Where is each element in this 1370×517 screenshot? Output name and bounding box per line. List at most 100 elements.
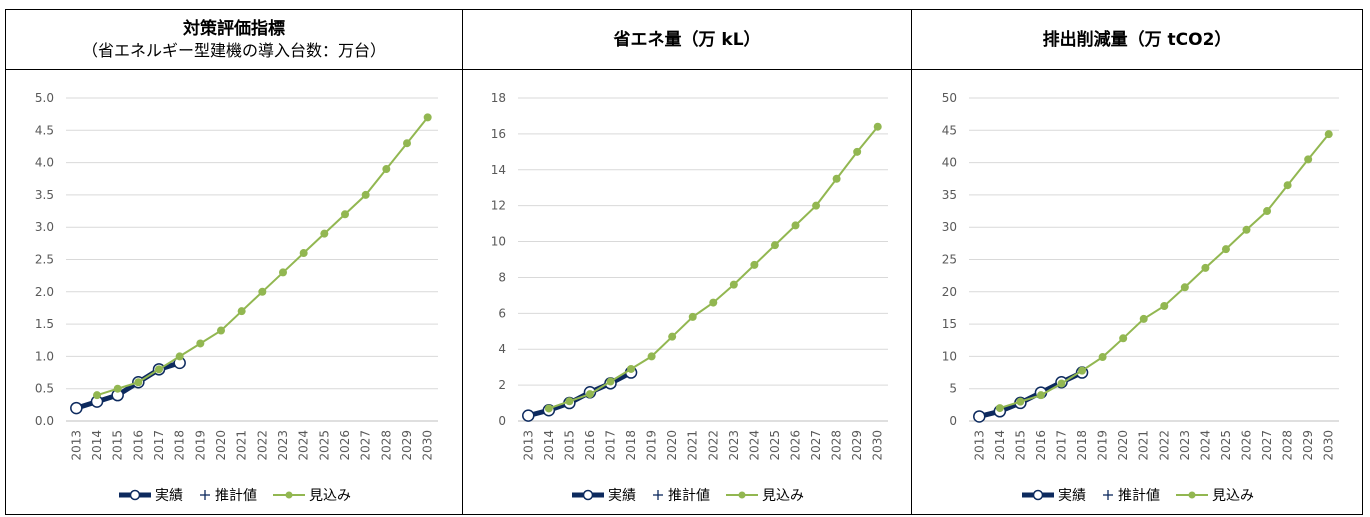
data-point-projected [1119, 334, 1128, 343]
chart-panel-units: 対策評価指標 （省エネルギー型建機の導入台数：万台） 0.0 0.5 1.0 1.5 2… [6, 10, 462, 514]
data-point-projected [279, 268, 287, 277]
y-tick-label: 5 [949, 382, 957, 396]
chart-title: 省エネ量（万 kL） [613, 29, 761, 50]
x-tick-label: 2028 [379, 430, 393, 461]
y-tick-label: 0 [949, 414, 957, 428]
x-tick-label: 2013 [69, 430, 83, 461]
x-tick-label: 2017 [1055, 430, 1069, 461]
x-tick-label: 2014 [90, 430, 104, 461]
legend-estimate-plus-icon [200, 490, 210, 500]
data-point-projected [299, 249, 308, 258]
data-point-projected [196, 339, 205, 348]
data-point-projected [668, 332, 677, 341]
legend-estimate-plus-icon [1103, 490, 1113, 500]
x-tick-label: 2025 [1219, 430, 1233, 461]
x-tick-label: 2018 [1075, 430, 1089, 461]
chart-legend: 実績 推計値 見込み [912, 482, 1362, 508]
x-tick-label: 2030 [1322, 430, 1336, 461]
chart-subtitle: （省エネルギー型建機の導入台数：万台） [81, 41, 386, 60]
legend-item-projected: 見込み [1174, 485, 1254, 505]
x-tick-label: 2030 [871, 430, 885, 461]
x-tick-label: 2021 [1137, 430, 1151, 461]
y-tick-label: 1.0 [35, 349, 54, 363]
series-line-projected [548, 126, 879, 410]
y-tick-label: 16 [491, 127, 506, 141]
x-tick-label: 2029 [400, 430, 414, 461]
x-tick-label: 2025 [317, 430, 331, 461]
legend-item-estimate: 推計値 [197, 485, 257, 505]
data-point-projected [565, 397, 574, 406]
x-tick-label: 2023 [727, 430, 741, 461]
data-point-projected [361, 190, 370, 199]
legend-item-estimate: 推計値 [650, 485, 710, 505]
data-point-projected [1221, 245, 1230, 254]
x-tick-label: 2030 [421, 430, 435, 461]
y-tick-label: 35 [942, 188, 957, 202]
data-point-actual [973, 410, 986, 423]
y-tick-label: 50 [942, 91, 957, 105]
legend-label-actual: 実績 [155, 488, 183, 504]
x-tick-label: 2020 [1116, 430, 1130, 461]
data-point-projected [155, 365, 163, 374]
y-tick-label: 4.0 [35, 156, 54, 170]
y-tick-label: 4 [498, 342, 506, 356]
data-point-projected [217, 326, 225, 335]
y-tick-label: 2.5 [35, 253, 54, 267]
x-tick-label: 2026 [338, 430, 352, 461]
x-tick-label: 2023 [276, 430, 290, 461]
x-tick-label: 2016 [131, 430, 145, 461]
data-point-projected [1263, 207, 1272, 216]
x-tick-label: 2026 [1240, 430, 1254, 461]
x-tick-label: 2023 [1178, 430, 1192, 461]
x-tick-label: 2028 [830, 430, 844, 461]
y-tick-label: 3.0 [35, 220, 54, 234]
data-point-projected [791, 221, 800, 230]
data-point-actual [522, 409, 535, 422]
chart-title: 排出削減量（万 tCO2） [1042, 29, 1232, 50]
y-tick-label: 0.5 [35, 382, 54, 396]
x-tick-label: 2021 [235, 430, 249, 461]
y-tick-label: 20 [942, 285, 957, 299]
data-point-projected [1098, 353, 1107, 362]
y-tick-label: 18 [491, 91, 506, 105]
x-tick-label: 2020 [214, 430, 228, 461]
x-tick-label: 2014 [993, 430, 1007, 461]
data-point-projected [1036, 391, 1045, 400]
x-tick-label: 2015 [562, 430, 576, 461]
data-point-projected [750, 260, 759, 269]
x-tick-label: 2027 [1260, 430, 1274, 461]
legend-item-projected: 見込み [271, 485, 351, 505]
data-point-projected [1201, 263, 1210, 272]
data-point-projected [585, 390, 594, 399]
data-point-projected [606, 377, 615, 386]
line-chart-energy-savings: 0 2 4 6 8 10 12 14 16 18 2013 2014 2015 2016 2017 2018 2… [491, 91, 888, 461]
x-tick-label: 2013 [972, 430, 986, 461]
x-tick-label: 2024 [747, 430, 761, 461]
chart-panel-emission-reduction: 排出削減量（万 tCO2） 0 5 10 15 20 25 30 35 40 45 50 2013 20… [911, 10, 1362, 514]
x-tick-label: 2027 [359, 430, 373, 461]
x-tick-label: 2015 [111, 430, 125, 461]
legend-label-estimate: 推計値 [668, 488, 710, 504]
y-tick-label: 8 [498, 270, 506, 284]
x-tick-label: 2019 [645, 430, 659, 461]
x-tick-label: 2025 [768, 430, 782, 461]
data-point-projected [1160, 302, 1169, 311]
data-point-projected [341, 210, 349, 219]
data-point-projected [1016, 397, 1025, 406]
data-point-projected [647, 352, 656, 361]
data-point-projected [382, 165, 391, 174]
chart-title: 対策評価指標 [183, 19, 285, 39]
x-tick-label: 2024 [297, 430, 311, 461]
data-point-projected [258, 287, 267, 296]
x-tick-label: 2021 [686, 430, 700, 461]
x-tick-label: 2024 [1198, 430, 1212, 461]
legend-actual-marker-icon [572, 489, 604, 501]
data-point-projected [134, 378, 143, 387]
data-point-projected [1180, 283, 1189, 292]
x-tick-label: 2022 [706, 430, 720, 461]
chart-header: 省エネ量（万 kL） [463, 10, 911, 70]
chart-legend: 実績 推計値 見込み [6, 482, 462, 508]
legend-projected-marker-icon [726, 491, 758, 499]
data-point-actual [70, 401, 83, 415]
